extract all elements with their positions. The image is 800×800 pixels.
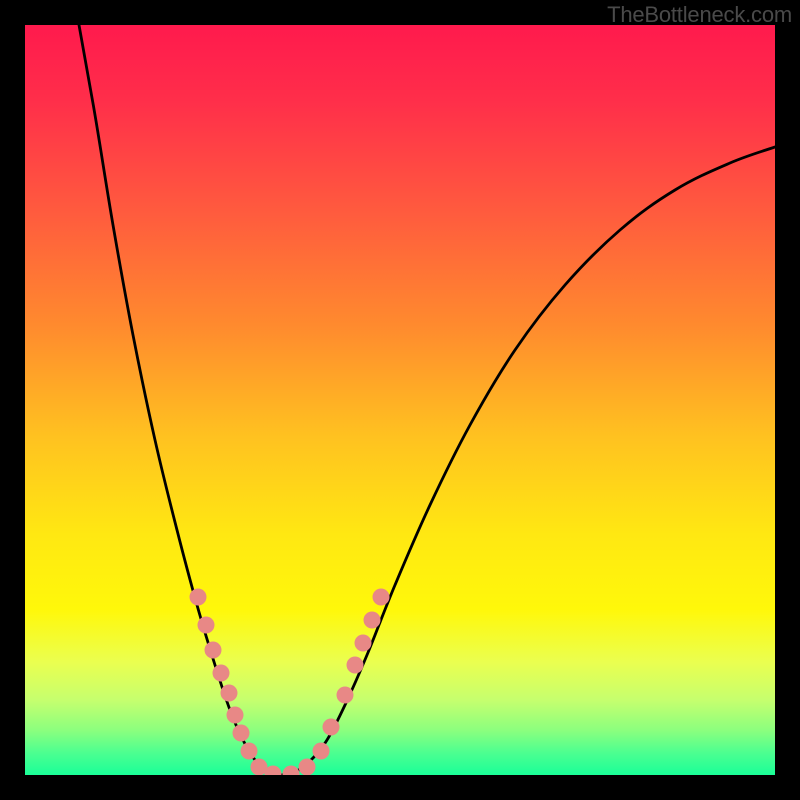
data-marker: [233, 725, 250, 742]
data-marker: [227, 707, 244, 724]
data-marker: [364, 612, 381, 629]
data-marker: [190, 589, 207, 606]
data-marker: [213, 665, 230, 682]
data-marker: [373, 589, 390, 606]
data-marker: [355, 635, 372, 652]
data-marker: [241, 743, 258, 760]
data-marker: [323, 719, 340, 736]
data-marker: [205, 642, 222, 659]
data-marker: [347, 657, 364, 674]
data-marker: [198, 617, 215, 634]
data-marker: [221, 685, 238, 702]
data-marker: [337, 687, 354, 704]
gradient-background: [25, 25, 775, 775]
chart-container: TheBottleneck.com: [0, 0, 800, 800]
data-marker: [299, 759, 316, 776]
data-marker: [313, 743, 330, 760]
plot-area: [25, 25, 775, 775]
